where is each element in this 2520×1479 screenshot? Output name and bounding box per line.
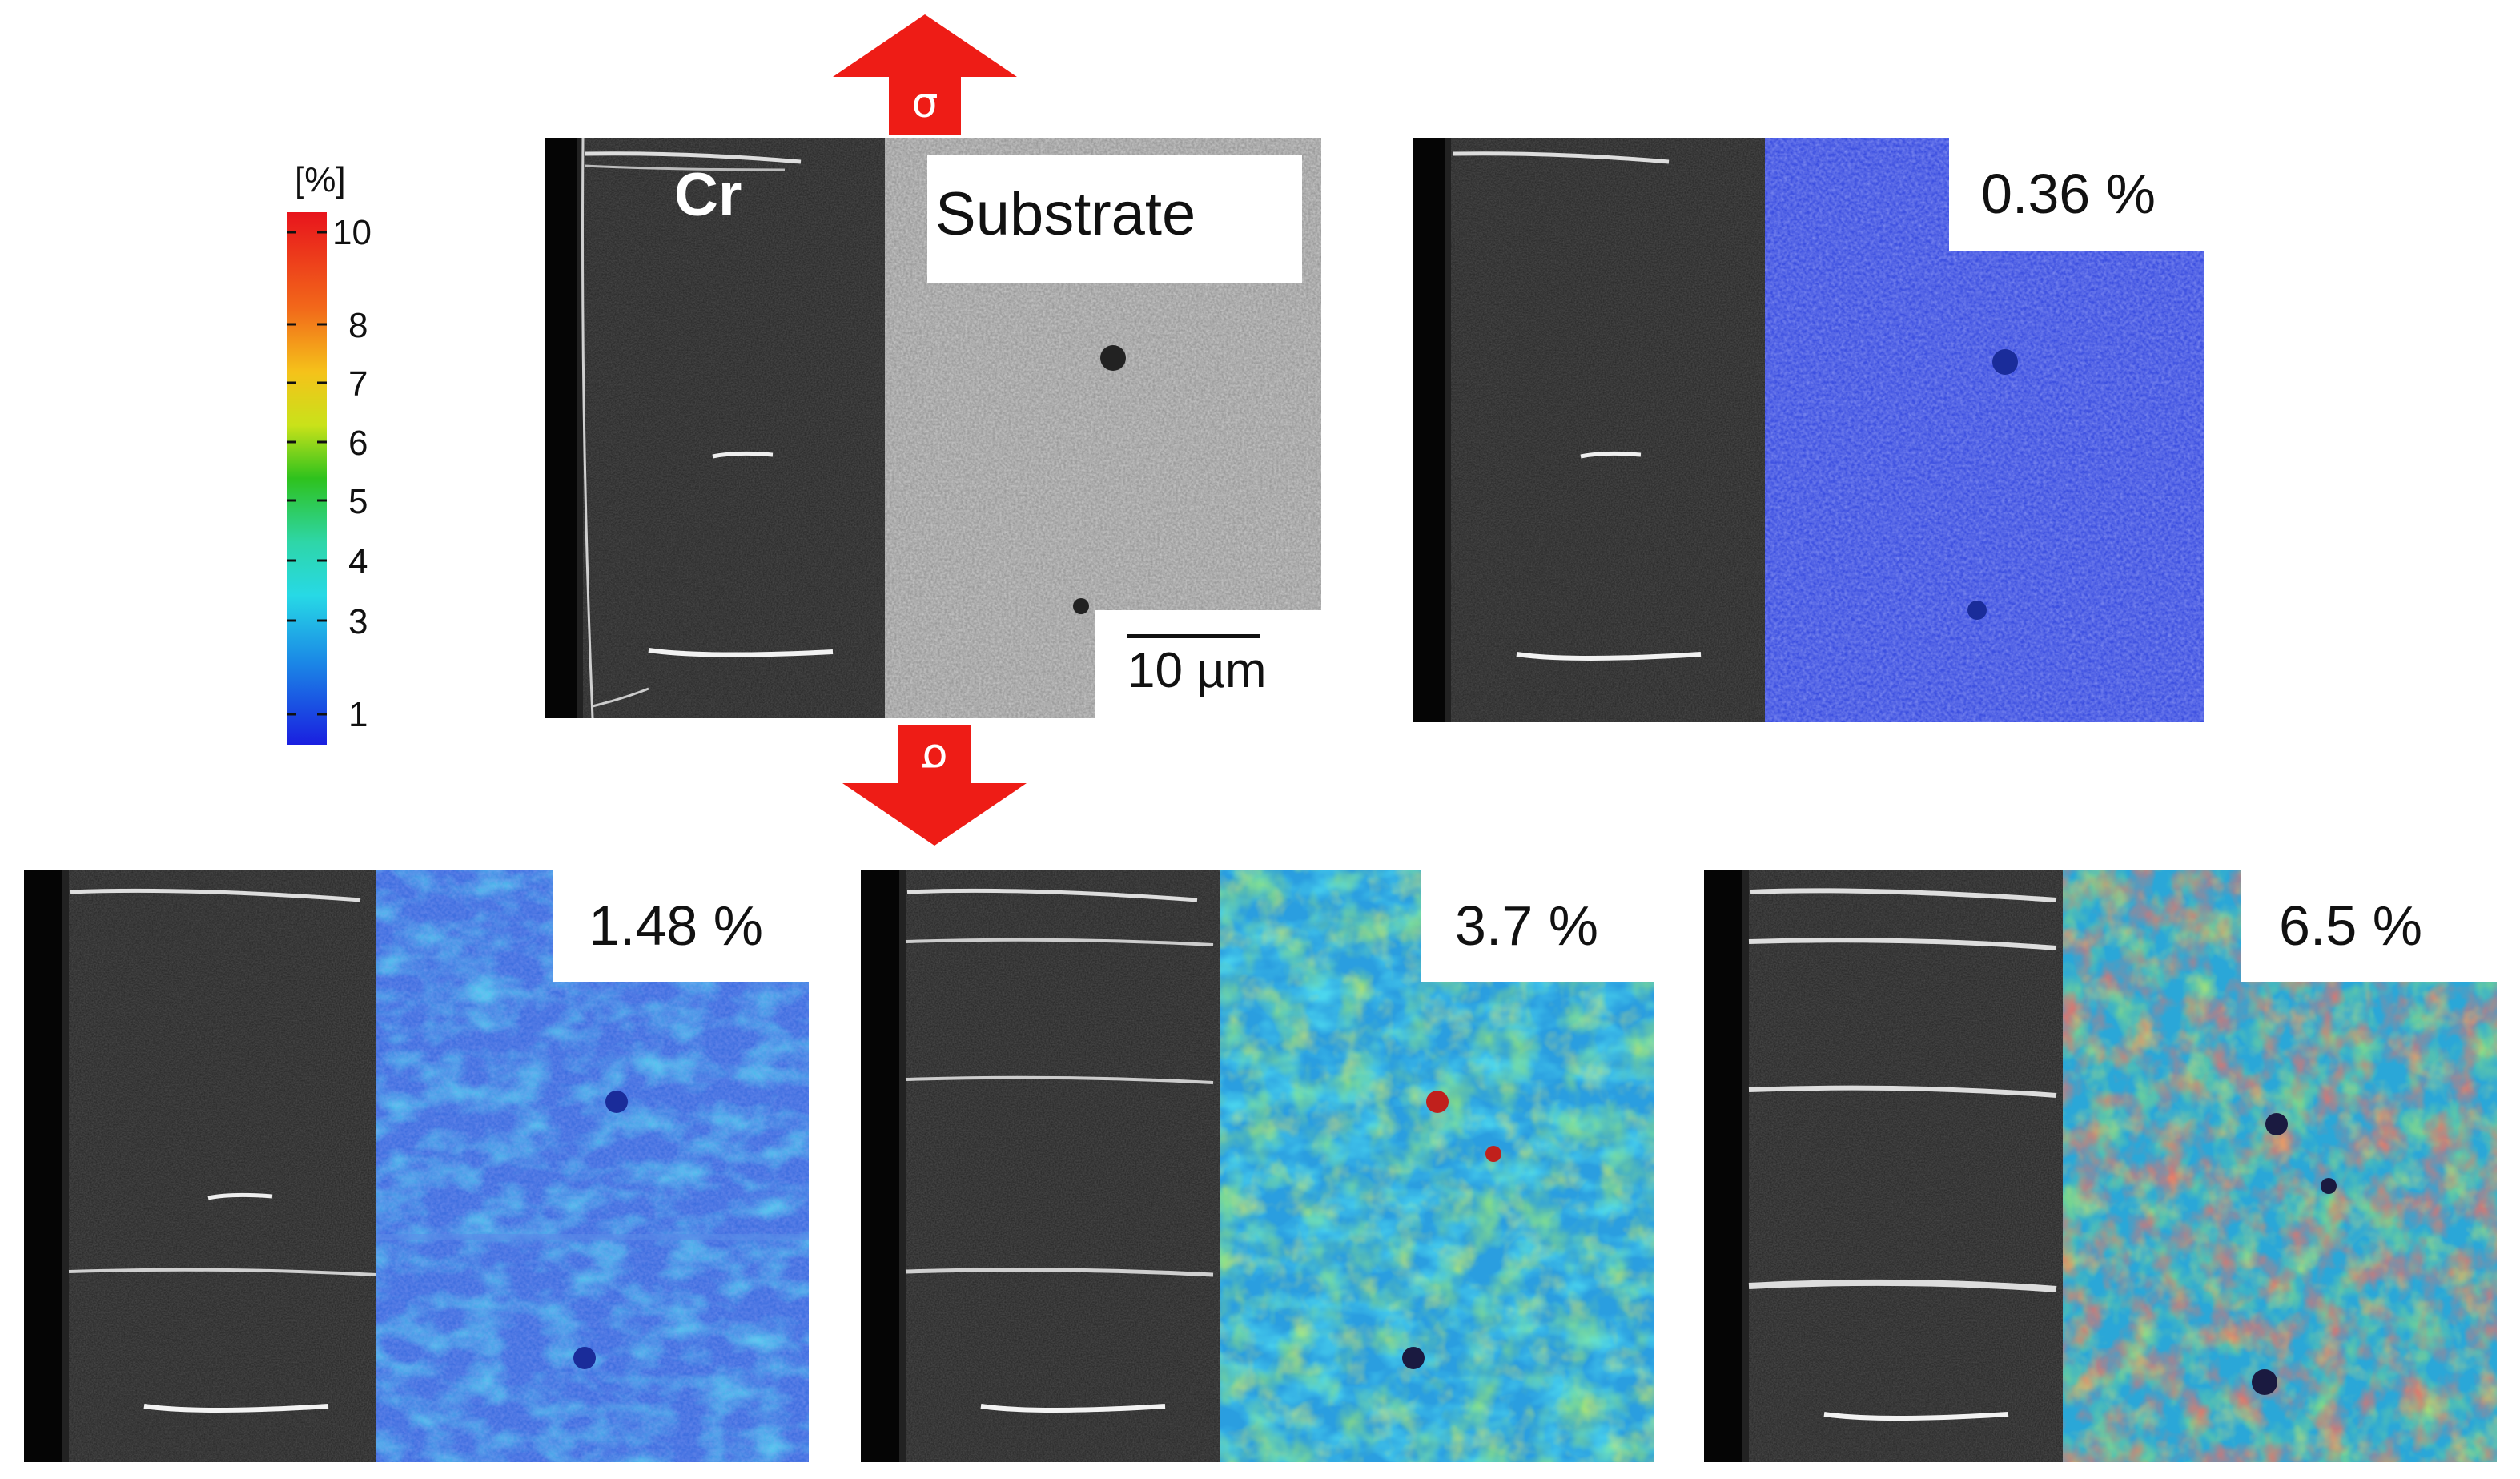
colorbar-tick-6: 6 bbox=[348, 424, 368, 463]
scale-bar-line bbox=[1127, 634, 1260, 638]
colorbar-tick-7: 7 bbox=[348, 364, 368, 404]
colorbar-legend: [%] 10 8 7 6 5 4 3 1 bbox=[272, 160, 416, 753]
strain-label-3: 3.7 % bbox=[1421, 870, 1654, 982]
stress-arrow-up: σ bbox=[833, 14, 1017, 135]
colorbar-tick-8: 8 bbox=[348, 306, 368, 345]
colorbar-tick-1: 1 bbox=[348, 695, 368, 734]
scale-bar-box: 10 µm bbox=[1095, 610, 1321, 718]
colorbar-tick-4: 4 bbox=[348, 542, 368, 581]
strain-label-2: 1.48 % bbox=[553, 870, 809, 982]
stress-symbol-down: σ bbox=[922, 734, 948, 782]
strain-map-panel-4: 6.5 % bbox=[1704, 870, 2497, 1462]
strain-label-1: 0.36 % bbox=[1949, 138, 2204, 251]
stress-symbol-up: σ bbox=[912, 79, 938, 127]
colorbar-tick-3: 3 bbox=[348, 602, 368, 641]
phase-label-cr: Cr bbox=[674, 161, 742, 229]
strain-map-panel-2: 1.48 % bbox=[24, 870, 809, 1462]
strain-map-panel-1: 0.36 % bbox=[1413, 138, 2204, 722]
strain-map-panel-3: 3.7 % bbox=[861, 870, 1654, 1462]
colorbar-unit: [%] bbox=[295, 160, 346, 199]
strain-label-4: 6.5 % bbox=[2241, 870, 2497, 982]
scale-bar-label: 10 µm bbox=[1127, 643, 1267, 698]
colorbar-tick-10: 10 bbox=[332, 213, 372, 252]
phase-label-substrate: Substrate bbox=[927, 155, 1302, 283]
colorbar-gradient bbox=[287, 212, 327, 745]
stress-arrow-down: σ bbox=[842, 725, 1027, 846]
reference-sem-panel: Cr Substrate 10 µm bbox=[545, 138, 1321, 718]
colorbar-tick-5: 5 bbox=[348, 482, 368, 521]
